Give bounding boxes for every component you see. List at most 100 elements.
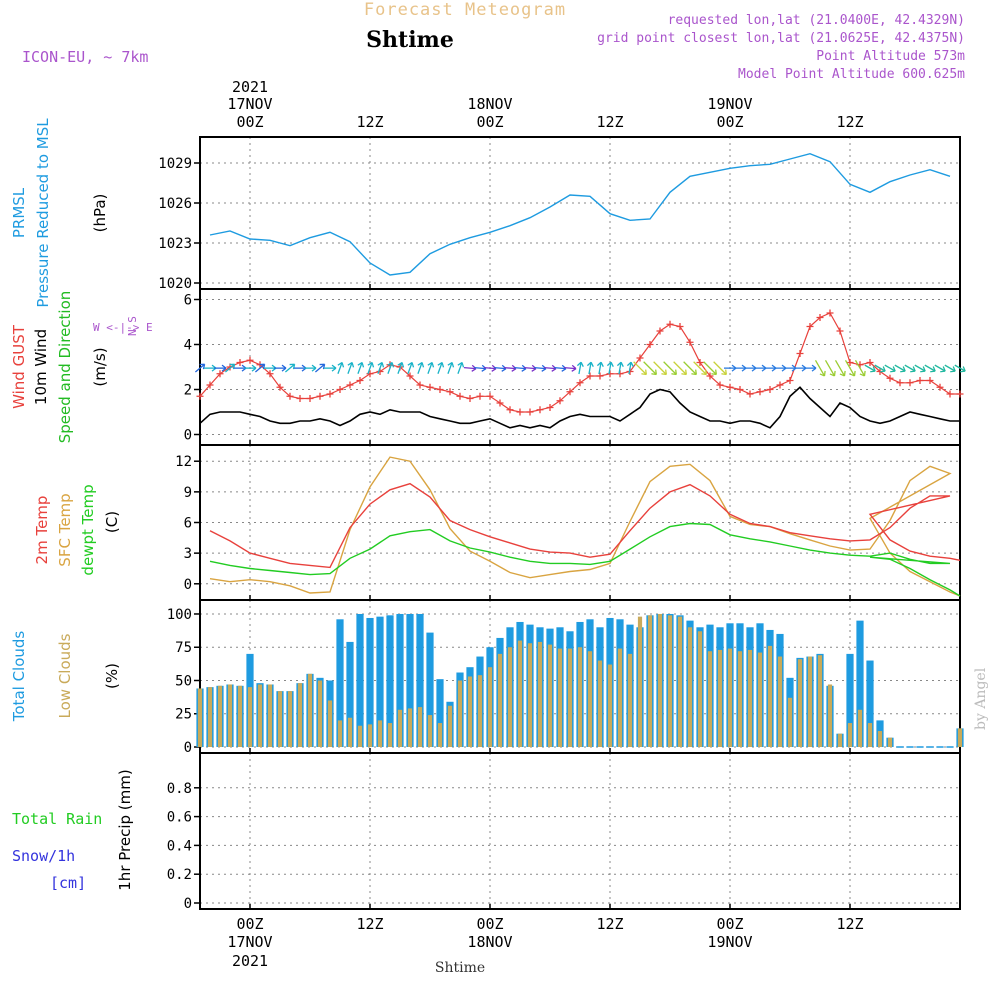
y-tick-label: 1020 bbox=[158, 276, 192, 292]
gust-marker bbox=[716, 381, 724, 389]
total-cloud-bar bbox=[406, 613, 414, 747]
bottom-year-label: 2021 bbox=[232, 952, 268, 970]
gust-marker bbox=[766, 386, 774, 393]
gust-marker bbox=[356, 377, 364, 384]
temperature-panel: 0 3 6 9 12 bbox=[175, 444, 961, 601]
y-tick-label: 3 bbox=[184, 546, 192, 562]
total-cloud-bar bbox=[856, 620, 864, 747]
gust-marker bbox=[786, 377, 794, 384]
arrow-shaft bbox=[437, 362, 443, 374]
arrow-head bbox=[387, 361, 395, 368]
y-tick-label: 0.4 bbox=[167, 838, 192, 854]
arrow-shaft bbox=[407, 362, 413, 374]
gust-marker bbox=[336, 386, 344, 393]
arrow-head bbox=[319, 363, 326, 370]
wind-direction-arrow bbox=[633, 361, 648, 376]
low-cloud-bar bbox=[317, 680, 323, 747]
wind-direction-arrow bbox=[563, 364, 577, 372]
y-tick-label: 100 bbox=[167, 607, 192, 623]
low-cloud-bar bbox=[467, 676, 473, 747]
low-cloud-bar bbox=[777, 656, 783, 747]
arrow-head bbox=[606, 361, 614, 367]
arrow-shaft bbox=[254, 363, 266, 373]
gust-marker bbox=[636, 354, 644, 362]
wind-direction-arrow bbox=[367, 361, 375, 374]
wind-direction-arrow bbox=[874, 364, 886, 373]
y-tick-label: 0 bbox=[184, 896, 192, 912]
y-tick-label: 1029 bbox=[158, 156, 192, 172]
direction-label: Speed and Direction bbox=[56, 291, 74, 444]
gust-marker bbox=[886, 374, 894, 382]
arrow-shaft bbox=[543, 366, 557, 370]
low-cloud-bar bbox=[517, 640, 523, 747]
gust-marker bbox=[456, 392, 464, 400]
top-hour-label: 12Z bbox=[836, 113, 863, 131]
y-tick-label: 1026 bbox=[158, 196, 192, 212]
pressure-name-label: PRMSL bbox=[10, 187, 28, 238]
wind-direction-arrow bbox=[427, 361, 435, 374]
total-cloud-bar bbox=[376, 616, 384, 747]
low-cloud-bar bbox=[217, 685, 223, 747]
arrow-head bbox=[691, 369, 698, 376]
arrow-shaft bbox=[563, 366, 577, 370]
wind-direction-arrow bbox=[804, 364, 817, 372]
snow-unit-label: [cm] bbox=[50, 874, 86, 892]
arrow-head bbox=[251, 364, 257, 372]
arrow-shaft bbox=[523, 366, 537, 370]
wind-direction-arrow bbox=[693, 361, 708, 376]
gust-marker bbox=[706, 372, 714, 380]
requested-coords: requested lon,lat (21.0400E, 42.4329N) bbox=[668, 13, 965, 28]
arrow-shaft bbox=[643, 361, 657, 375]
snow-label: Snow/1h bbox=[12, 847, 75, 865]
arrow-head bbox=[377, 361, 385, 368]
gust-marker bbox=[496, 399, 504, 407]
gust-marker bbox=[446, 388, 454, 396]
wind-speed-line bbox=[199, 386, 960, 429]
arrow-shaft bbox=[588, 362, 592, 375]
gust-marker bbox=[296, 395, 304, 402]
low-cloud-bar bbox=[637, 616, 643, 747]
gust-marker bbox=[286, 392, 294, 400]
low-cloud-bar bbox=[197, 688, 203, 747]
wind-direction-arrow bbox=[314, 363, 326, 373]
arrow-shaft bbox=[314, 363, 326, 373]
wind-direction-arrow bbox=[616, 361, 624, 375]
top-year-label: 2021 bbox=[232, 78, 268, 96]
low-cloud-bar bbox=[707, 651, 713, 747]
wind-panel: 0 2 4 6 bbox=[184, 288, 961, 446]
top-hour-label: 00Z bbox=[716, 113, 743, 131]
arrow-head bbox=[357, 361, 365, 368]
arrow-shaft bbox=[703, 361, 717, 375]
arrow-head bbox=[721, 369, 728, 376]
gust-marker bbox=[646, 341, 654, 348]
total-cloud-bar bbox=[436, 679, 444, 747]
wind-direction-arrow bbox=[357, 361, 365, 374]
top-date-label: 19NOV bbox=[707, 95, 752, 113]
arrow-head bbox=[367, 361, 375, 368]
y-tick-label: 0.2 bbox=[167, 867, 192, 883]
wind-direction-arrow bbox=[324, 364, 337, 372]
y-tick-label: 6 bbox=[184, 293, 192, 309]
arrow-shaft bbox=[894, 364, 906, 372]
gust-marker bbox=[936, 383, 944, 391]
low-cloud-bar bbox=[417, 707, 423, 747]
arrow-head bbox=[457, 361, 465, 368]
bottom-date-label: 19NOV bbox=[707, 933, 752, 951]
low-cloud-bar bbox=[497, 653, 503, 747]
arrow-head bbox=[337, 361, 345, 368]
gust-marker bbox=[656, 327, 664, 335]
arrow-head bbox=[829, 370, 836, 377]
arrow-head bbox=[930, 366, 936, 373]
low-cloud-bar bbox=[697, 631, 703, 747]
arrow-head bbox=[626, 361, 634, 367]
gust-marker bbox=[426, 383, 434, 391]
location-title: Shtime bbox=[366, 27, 454, 53]
footer-location: Shtime bbox=[435, 960, 485, 976]
top-date-label: 18NOV bbox=[467, 95, 512, 113]
gust-marker bbox=[366, 370, 374, 378]
wind-direction-arrow bbox=[703, 361, 718, 376]
gust-marker bbox=[276, 383, 284, 391]
gust-marker bbox=[406, 372, 414, 380]
arrow-shaft bbox=[427, 362, 433, 374]
arrow-shaft bbox=[683, 361, 697, 375]
